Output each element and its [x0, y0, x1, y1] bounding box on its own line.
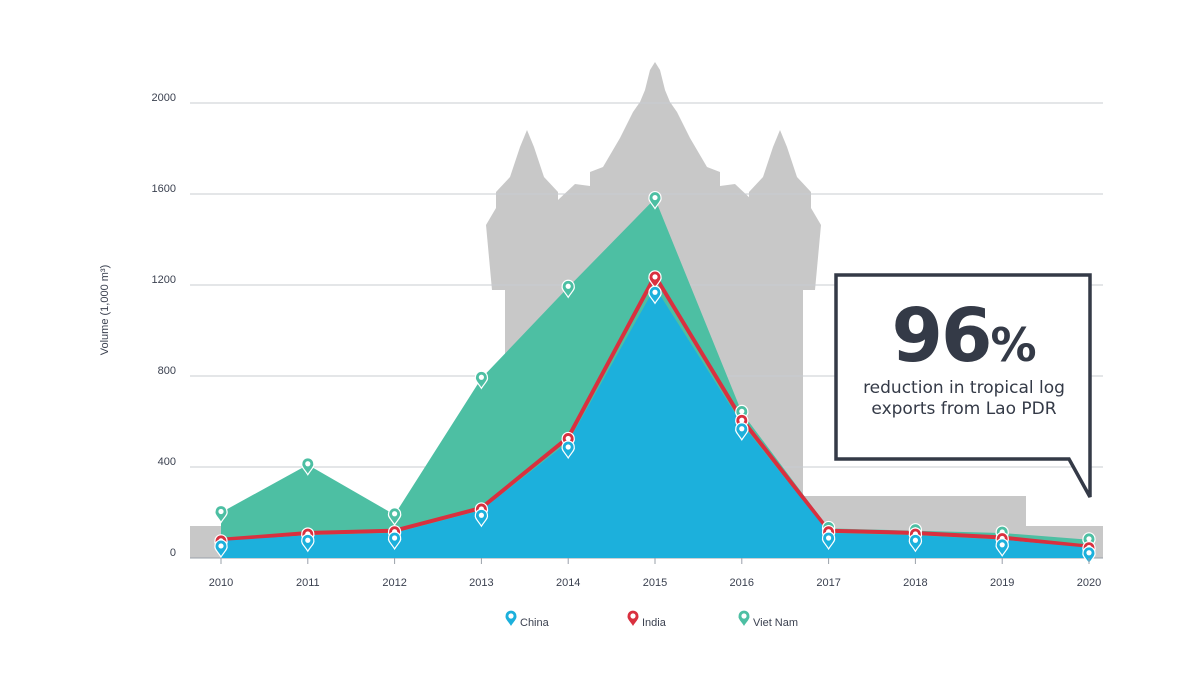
- y-tick-label: 1200: [152, 274, 176, 286]
- marker-china-map-pin-icon: [474, 508, 489, 528]
- y-tick-label: 400: [158, 456, 176, 468]
- marker-china-map-pin-icon: [387, 531, 402, 551]
- series-china-area: [221, 287, 1089, 558]
- callout-text-line1: reduction in tropical log: [863, 378, 1065, 398]
- x-axis-ticks: 2010 2011 2012 2013 2014 2015 2016 2017 2018 2019…: [209, 558, 1101, 589]
- legend-map-pin-icon: [626, 609, 640, 629]
- x-tick-label: 2010: [209, 577, 233, 589]
- y-axis-label: Volume (1,000 m³): [99, 265, 111, 355]
- legend-item-india: India: [626, 609, 667, 629]
- y-tick-label: 0: [170, 547, 176, 559]
- y-tick-label: 2000: [152, 92, 176, 104]
- x-tick-label: 2017: [816, 577, 840, 589]
- marker-viet-nam-map-pin-icon: [387, 507, 402, 526]
- callout-unit: %: [990, 318, 1037, 372]
- x-tick-label: 2011: [296, 577, 320, 589]
- marker-china-map-pin-icon: [995, 538, 1009, 557]
- x-tick-label: 2013: [469, 577, 493, 589]
- temple-central-spire: [590, 62, 720, 250]
- marker-viet-nam-map-pin-icon: [301, 457, 315, 476]
- x-tick-label: 2015: [643, 577, 667, 589]
- callout-box: [834, 273, 1092, 498]
- x-tick-label: 2012: [382, 577, 406, 589]
- legend-item-china: China: [504, 609, 550, 629]
- temple-left-tower: [486, 130, 568, 290]
- x-tick-label: 2014: [556, 577, 580, 589]
- legend-item-viet-nam: Viet Nam: [737, 609, 798, 629]
- legend-map-pin-icon: [504, 609, 518, 629]
- callout-text: reduction in tropical log exports from La…: [846, 378, 1082, 420]
- marker-viet-nam-map-pin-icon: [474, 370, 489, 390]
- marker-china-map-pin-icon: [1082, 546, 1096, 565]
- marker-layer: [214, 190, 1096, 565]
- temple-right-wing: [720, 184, 755, 250]
- marker-viet-nam-map-pin-icon: [648, 190, 662, 210]
- x-tick-label: 2016: [730, 577, 754, 589]
- legend-map-pin-icon: [737, 609, 751, 629]
- legend-label: India: [642, 617, 667, 629]
- x-tick-label: 2019: [990, 577, 1014, 589]
- x-tick-label: 2018: [903, 577, 927, 589]
- temple-left-wing: [555, 184, 590, 250]
- x-tick-label: 2020: [1077, 577, 1101, 589]
- y-axis-ticks: 0 400 800 1200 1600 2000: [152, 92, 176, 559]
- y-tick-label: 1600: [152, 183, 176, 195]
- legend-label: China: [520, 617, 550, 629]
- marker-china-map-pin-icon: [301, 533, 315, 553]
- callout-text-line2: exports from Lao PDR: [871, 399, 1057, 419]
- marker-china-map-pin-icon: [648, 285, 662, 305]
- callout-number: 96: [891, 293, 992, 379]
- temple-step: [800, 496, 1026, 528]
- marker-viet-nam-map-pin-icon: [214, 504, 228, 524]
- marker-china-map-pin-icon: [214, 539, 228, 559]
- legend: China India Viet Nam: [504, 609, 798, 629]
- legend-label: Viet Nam: [753, 617, 798, 629]
- callout-value: 96%: [846, 296, 1082, 385]
- y-tick-label: 800: [158, 365, 176, 377]
- marker-china-map-pin-icon: [561, 440, 575, 460]
- marker-viet-nam-map-pin-icon: [561, 279, 575, 299]
- marker-china-map-pin-icon: [908, 533, 923, 553]
- marker-india-map-pin-icon: [648, 270, 662, 290]
- temple-right-tower: [739, 130, 821, 290]
- marker-china-map-pin-icon: [821, 531, 836, 551]
- marker-china-map-pin-icon: [735, 422, 749, 441]
